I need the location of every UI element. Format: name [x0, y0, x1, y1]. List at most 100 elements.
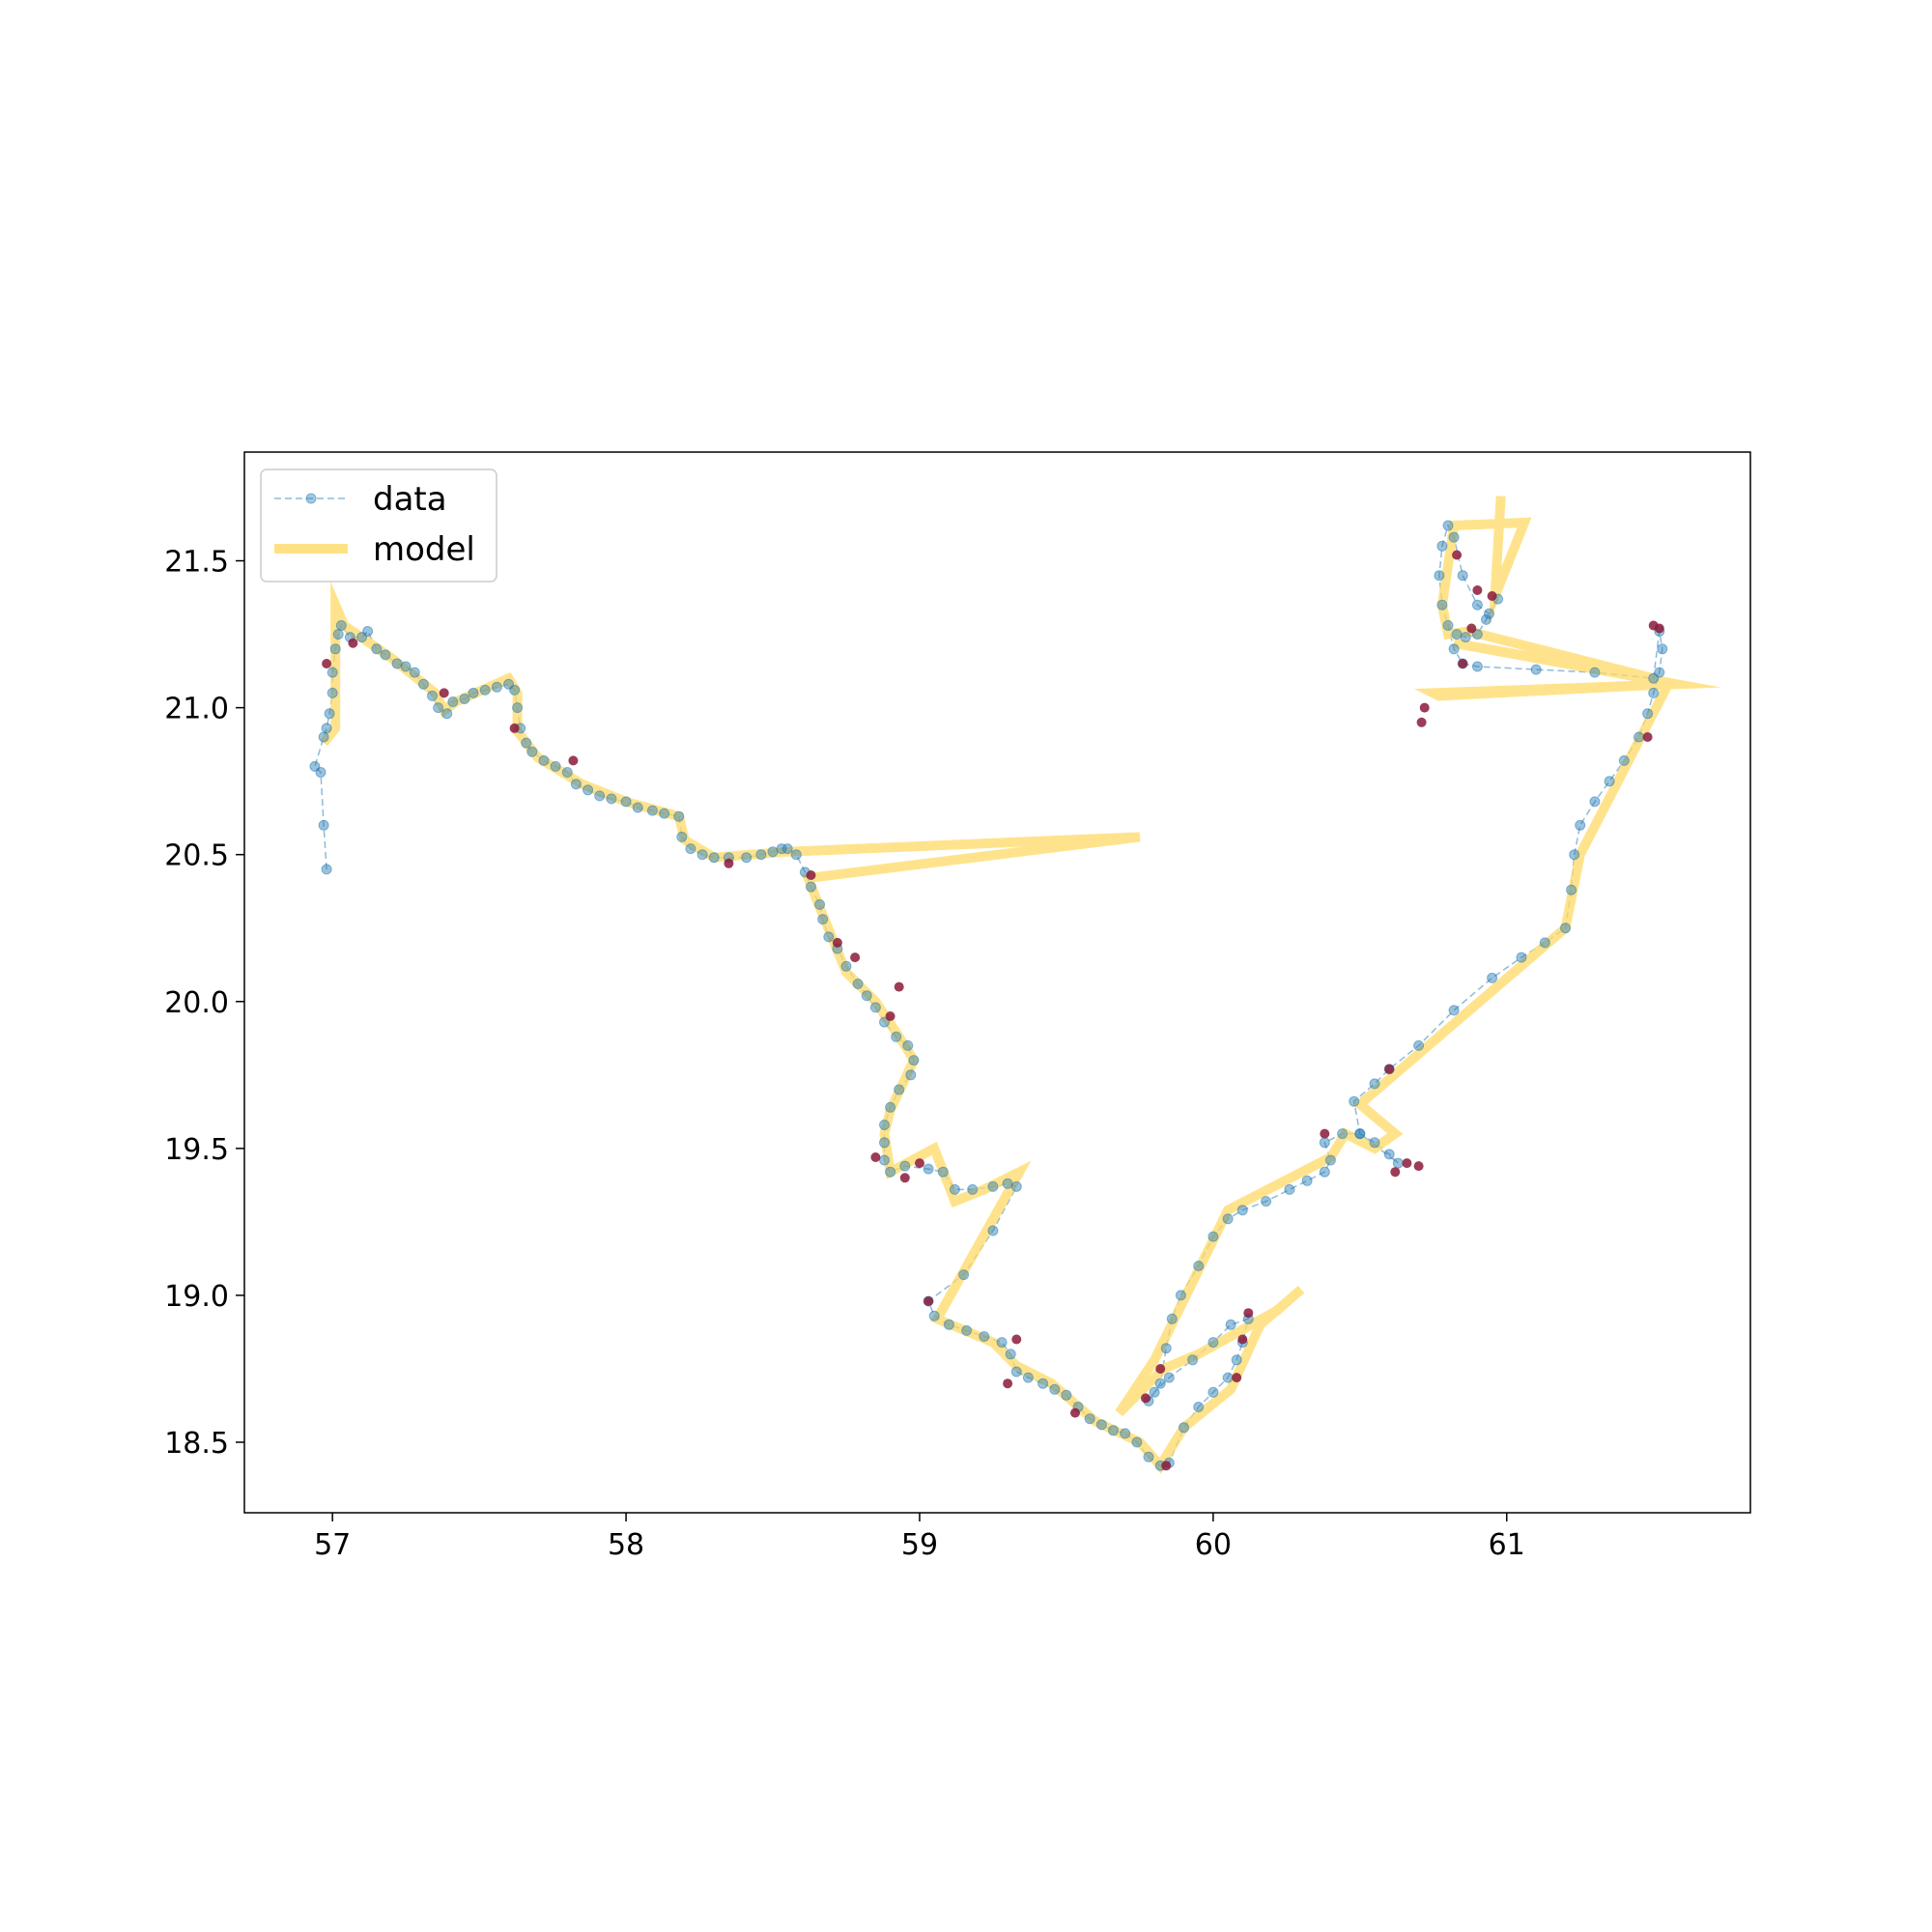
outlier-point [439, 688, 449, 698]
data-point [380, 649, 391, 661]
outlier-point [885, 1011, 895, 1021]
data-point [879, 1120, 890, 1130]
data-point [987, 1225, 999, 1236]
data-point [362, 626, 374, 637]
data-point [1471, 661, 1483, 672]
data-point [620, 796, 632, 808]
data-point [755, 849, 767, 861]
outlier-point [1419, 702, 1430, 713]
outlier-markers [322, 550, 1664, 1471]
data-point [885, 1101, 896, 1113]
data-point [1604, 776, 1615, 787]
outlier-point [509, 723, 520, 733]
outlier-point [1243, 1308, 1254, 1319]
outlier-point [1384, 1064, 1395, 1074]
data-point [790, 849, 802, 861]
data-point [861, 990, 872, 1002]
data-point [1095, 1419, 1107, 1431]
data-point [1187, 1354, 1199, 1366]
data-point [899, 1160, 911, 1172]
outlier-point [1642, 732, 1653, 742]
y-tick-label: 19.0 [164, 1280, 229, 1314]
data-point [1481, 613, 1492, 625]
data-point [427, 690, 438, 701]
outlier-point [806, 870, 816, 880]
data-point [1560, 923, 1571, 934]
data-point [1010, 1366, 1022, 1378]
outlier-point [1011, 1334, 1022, 1345]
x-tick-label: 59 [901, 1528, 938, 1562]
data-point [902, 1039, 914, 1051]
data-point [1442, 620, 1454, 631]
data-point [961, 1324, 973, 1336]
data-point [806, 881, 816, 893]
outlier-point [870, 1152, 881, 1162]
data-point [1589, 796, 1601, 808]
outlier-point [899, 1173, 910, 1183]
data-point [1319, 1137, 1330, 1149]
data-point [879, 1154, 890, 1166]
legend-label-model: model [373, 530, 475, 569]
outlier-point [1232, 1373, 1242, 1383]
data-point [433, 702, 444, 714]
outlier-point [322, 659, 332, 668]
data-point [1175, 1290, 1186, 1301]
data-point [905, 1069, 917, 1081]
y-tick-label: 21.5 [164, 546, 229, 580]
outlier-point [1161, 1461, 1172, 1471]
data-point [1337, 1128, 1349, 1140]
outlier-point [1452, 550, 1463, 560]
outlier-point [1155, 1364, 1166, 1374]
data-point [468, 687, 479, 698]
outlier-point [923, 1296, 934, 1306]
data-point [1061, 1389, 1072, 1401]
outlier-point [1487, 591, 1497, 601]
data-point [928, 1310, 940, 1321]
data-point [332, 629, 344, 640]
data-point [673, 810, 685, 822]
data-point [814, 898, 826, 910]
data-point [1369, 1137, 1380, 1149]
data-point [879, 1137, 890, 1149]
y-tick-label: 20.5 [164, 839, 229, 873]
data-point [324, 708, 335, 720]
data-point [479, 684, 491, 696]
data-point [1460, 632, 1471, 643]
data-point [1566, 884, 1577, 895]
data-point [659, 808, 670, 819]
data-point [371, 643, 383, 655]
data-point [1225, 1319, 1236, 1330]
data-point [550, 760, 561, 772]
data-point [1484, 608, 1494, 619]
data-point [1131, 1436, 1143, 1448]
outlier-point [832, 937, 842, 948]
x-tick-label: 61 [1489, 1528, 1525, 1562]
data-point [708, 852, 720, 864]
data-point [1236, 1205, 1248, 1216]
data-point [1166, 1313, 1178, 1324]
data-point [538, 754, 550, 766]
data-point [1222, 1213, 1234, 1225]
data-point [885, 1166, 896, 1178]
data-point [606, 793, 617, 805]
outlier-point [1141, 1393, 1151, 1404]
outlier-point [1416, 717, 1427, 727]
data-point [1022, 1372, 1034, 1383]
x-tick-label: 57 [314, 1528, 351, 1562]
data-point [776, 843, 787, 855]
data-point [767, 846, 779, 858]
data-point [949, 1183, 960, 1195]
data-point [1002, 1178, 1013, 1189]
data-point [852, 979, 864, 989]
data-point [582, 784, 594, 796]
data-point [632, 802, 643, 813]
data-point [1324, 1154, 1336, 1166]
data-point [823, 931, 835, 943]
data-point [1657, 643, 1668, 655]
data-point [1383, 1149, 1395, 1160]
data-point [781, 843, 793, 855]
data-point [1354, 1128, 1366, 1140]
plot-frame [243, 451, 1751, 1514]
outlier-point [1320, 1128, 1330, 1139]
